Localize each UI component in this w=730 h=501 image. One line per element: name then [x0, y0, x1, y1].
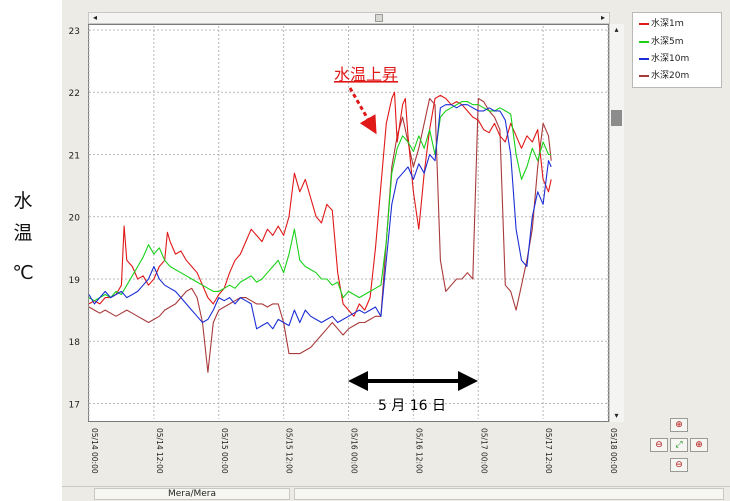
series-line-d20m — [88, 97, 552, 373]
x-tick-label: 05/17 00:00 — [479, 428, 488, 474]
legend-item: 水深10m — [639, 54, 689, 64]
horizontal-scrollbar[interactable]: ◂ ▸ — [88, 12, 610, 24]
x-tick-label: 05/17 12:00 — [544, 428, 553, 474]
x-tick-label: 05/14 00:00 — [90, 428, 99, 474]
zoom-fit-button[interactable]: ⤢ — [670, 438, 688, 452]
scroll-right-arrow-icon[interactable]: ▸ — [600, 13, 605, 22]
legend-swatch-d5 — [639, 40, 649, 43]
legend-item: 水深20m — [639, 71, 689, 81]
y-tick-label: 17 — [69, 400, 80, 410]
y-tick-label: 22 — [69, 89, 80, 99]
y-tick-label: 21 — [69, 151, 80, 161]
status-bar: Mera/Mera — [62, 486, 730, 501]
legend-item: 水深5m — [639, 37, 684, 47]
legend-label: 水深1ｍ — [651, 19, 684, 29]
legend-swatch-d20 — [639, 74, 649, 77]
scroll-left-arrow-icon[interactable]: ◂ — [92, 13, 97, 22]
x-tick-label: 05/18 00:00 — [609, 428, 618, 474]
vertical-scroll-thumb[interactable] — [611, 110, 622, 126]
x-tick-label: 05/16 00:00 — [350, 428, 359, 474]
series-line-d10m — [88, 104, 552, 330]
y-tick-label: 19 — [69, 276, 81, 286]
span-annotation-label: 5 月 16 日 — [378, 398, 446, 414]
y-tick-label: 18 — [69, 338, 81, 348]
horizontal-scroll-thumb[interactable] — [375, 14, 383, 22]
legend: 水深1ｍ 水深5m 水深10m 水深20m — [632, 12, 722, 88]
zoom-in-horizontal-button[interactable]: ⊕ — [690, 438, 708, 452]
y-axis-label-char: 温 — [13, 222, 33, 244]
scroll-down-arrow-icon[interactable]: ▾ — [614, 411, 619, 420]
legend-swatch-d10 — [639, 57, 649, 60]
legend-label: 水深5m — [651, 37, 684, 47]
legend-label: 水深10m — [651, 54, 690, 64]
legend-label: 水深20m — [651, 71, 690, 81]
y-tick-label: 20 — [69, 214, 81, 224]
vertical-scrollbar[interactable]: ▴ ▾ — [609, 24, 624, 422]
series-line-d5m — [88, 101, 552, 302]
y-axis-label-char: ℃ — [12, 262, 34, 284]
rise-annotation-arrow — [348, 87, 377, 135]
zoom-out-horizontal-button[interactable]: ⊖ — [650, 438, 668, 452]
x-tick-label: 05/15 12:00 — [285, 428, 294, 474]
zoom-out-vertical-button[interactable]: ⊖ — [670, 458, 688, 472]
series-line-d1m — [88, 91, 552, 317]
zoom-controls: ⊕ ⊖ ⤢ ⊕ ⊖ — [648, 418, 714, 476]
legend-swatch-d1 — [639, 22, 649, 25]
x-tick-label: 05/16 12:00 — [414, 428, 423, 474]
x-tick-label: 05/14 12:00 — [155, 428, 164, 474]
y-axis-label-char: 水 — [13, 190, 33, 212]
rise-annotation-label: 水温上昇 — [334, 65, 398, 84]
zoom-in-vertical-button[interactable]: ⊕ — [670, 418, 688, 432]
y-tick-label: 23 — [69, 27, 80, 37]
x-tick-label: 05/15 00:00 — [220, 428, 229, 474]
legend-item: 水深1ｍ — [639, 19, 684, 29]
scroll-up-arrow-icon[interactable]: ▴ — [614, 25, 619, 34]
